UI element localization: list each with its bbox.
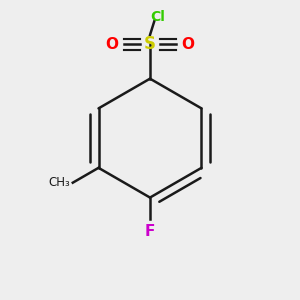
Text: O: O (106, 37, 118, 52)
Text: O: O (182, 37, 194, 52)
Text: S: S (144, 35, 156, 53)
Text: Cl: Cl (150, 10, 165, 24)
Text: F: F (145, 224, 155, 239)
Text: CH₃: CH₃ (49, 176, 70, 189)
